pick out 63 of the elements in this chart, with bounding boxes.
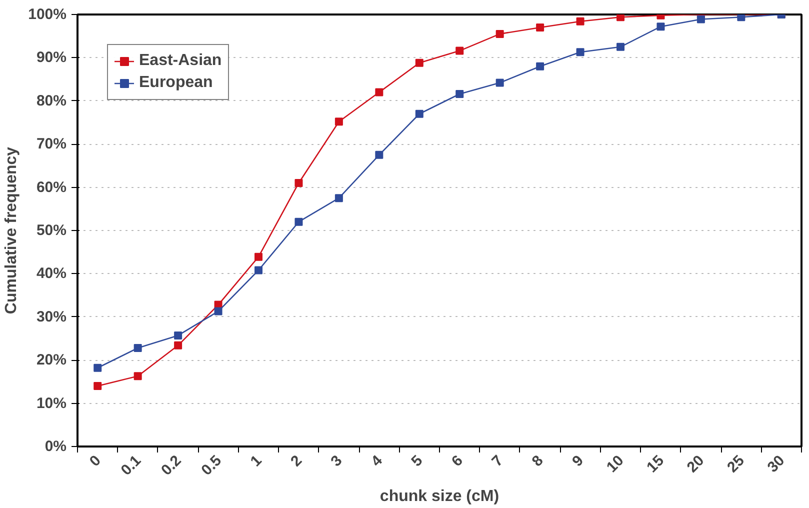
x-axis-title: chunk size (cM) xyxy=(380,488,500,506)
point xyxy=(415,110,424,118)
point xyxy=(334,118,343,126)
point xyxy=(496,30,504,38)
x-tick-label: 8 xyxy=(528,452,547,470)
y-tick-label: 70% xyxy=(36,136,67,153)
x-tick-label: 1 xyxy=(247,452,266,470)
y-axis-title: Cumulative frequency xyxy=(3,146,20,314)
point xyxy=(375,88,384,96)
point xyxy=(134,372,142,380)
x-tick-label: 0 xyxy=(86,452,104,470)
x-tick-label: 10 xyxy=(603,452,628,476)
y-tick-label: 30% xyxy=(36,308,67,326)
x-tick-label: 7 xyxy=(488,452,507,470)
y-tick-label: 100% xyxy=(28,6,67,23)
x-tick-label: 2 xyxy=(288,452,306,470)
point xyxy=(656,22,665,31)
x-tick-label: 6 xyxy=(448,452,466,470)
point xyxy=(576,17,584,26)
x-tick-label: 9 xyxy=(569,452,587,470)
y-tick-label: 80% xyxy=(36,92,67,110)
x-tick-label: 5 xyxy=(408,452,426,470)
y-tick-label: 60% xyxy=(36,178,67,196)
point xyxy=(616,42,624,51)
x-tick-label: 3 xyxy=(328,452,346,470)
point xyxy=(214,307,222,316)
y-tick-label: 20% xyxy=(36,352,67,369)
y-tick-label: 10% xyxy=(36,394,67,412)
y-tick-label: 0% xyxy=(44,438,67,455)
point xyxy=(696,15,705,24)
point xyxy=(174,341,182,350)
point xyxy=(254,266,262,274)
point xyxy=(254,252,262,261)
x-tick-label: 15 xyxy=(644,452,668,476)
point xyxy=(536,62,544,70)
point xyxy=(737,14,746,22)
point xyxy=(375,150,384,159)
point xyxy=(294,178,303,187)
point xyxy=(174,331,182,340)
point xyxy=(94,382,102,390)
x-tick-label: 0.1 xyxy=(118,452,145,479)
y-tick-label: 50% xyxy=(36,222,67,239)
x-tick-label: 25 xyxy=(724,452,748,476)
point xyxy=(536,23,544,32)
point xyxy=(456,46,464,55)
x-tick-label: 30 xyxy=(764,452,788,476)
y-tick-label: 40% xyxy=(36,265,67,282)
point xyxy=(94,364,102,372)
point xyxy=(415,58,424,67)
x-tick-label: 4 xyxy=(368,452,386,470)
point xyxy=(496,78,504,87)
point xyxy=(616,14,624,22)
y-tick-label: 90% xyxy=(36,49,67,66)
x-tick-label: 0.2 xyxy=(158,452,185,479)
legend-label: East-Asian xyxy=(139,52,222,70)
point xyxy=(576,48,584,56)
legend-label: European xyxy=(139,74,213,92)
point xyxy=(294,218,303,226)
point xyxy=(456,90,464,98)
x-tick-label: 0.5 xyxy=(198,452,225,479)
point xyxy=(334,194,343,202)
x-tick-label: 20 xyxy=(684,452,708,476)
point xyxy=(134,344,142,352)
